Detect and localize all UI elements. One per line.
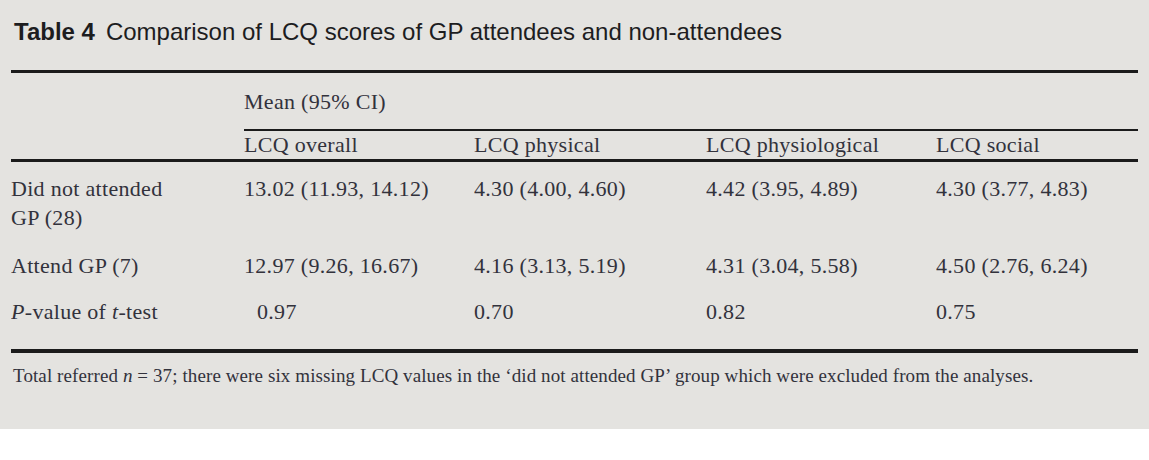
row-label: P-value of t-test [11, 280, 244, 351]
cell-value: 0.70 [474, 280, 706, 351]
row-label: Did not attended GP (28) [11, 161, 244, 252]
stub-cell [11, 72, 244, 131]
cell-value: 4.16 (3.13, 5.19) [474, 251, 706, 280]
footnote-text: Total referred [13, 365, 123, 386]
cell-value: 0.82 [706, 280, 936, 351]
column-header-row: LCQ overall LCQ physical LCQ physiologic… [11, 130, 1138, 161]
row-label: Attend GP (7) [11, 251, 244, 280]
cell-value: 13.02 (11.93, 14.12) [244, 161, 474, 252]
table-row-p-value: P-value of t-test 0.97 0.70 0.82 0.75 [11, 280, 1138, 351]
table-row-attend-gp: Attend GP (7) 12.97 (9.26, 16.67) 4.16 (… [11, 251, 1138, 280]
col-header-lcq-social: LCQ social [936, 130, 1138, 161]
row-label-line: GP (28) [11, 205, 83, 230]
page: Table 4 Comparison of LCQ scores of GP at… [0, 0, 1149, 460]
cell-value: 12.97 (9.26, 16.67) [244, 251, 474, 280]
footnote-italic-n: n [123, 365, 133, 386]
table-caption-text: Comparison of LCQ scores of GP attendees… [106, 18, 782, 45]
lcq-comparison-table: Mean (95% CI) LCQ overall LCQ physical L… [11, 70, 1138, 353]
row-label-text: -test [118, 299, 157, 324]
cell-value: 4.31 (3.04, 5.58) [706, 251, 936, 280]
row-label-text: -value of [25, 299, 112, 324]
cell-value: 4.30 (4.00, 4.60) [474, 161, 706, 252]
row-label-italic: P [11, 299, 25, 324]
table-figure-panel: Table 4 Comparison of LCQ scores of GP at… [0, 0, 1149, 429]
cell-value: 4.50 (2.76, 6.24) [936, 251, 1138, 280]
table-footnote: Total referred n = 37; there were six mi… [11, 353, 1138, 388]
table-caption: Table 4 Comparison of LCQ scores of GP at… [11, 0, 1138, 70]
cell-value: 4.42 (3.95, 4.89) [706, 161, 936, 252]
col-header-lcq-physical: LCQ physical [474, 130, 706, 161]
row-label-line: Did not attended [11, 176, 162, 201]
cell-value: 0.97 [244, 280, 474, 351]
group-header-mean-ci: Mean (95% CI) [244, 72, 1138, 131]
group-header-row: Mean (95% CI) [11, 72, 1138, 131]
col-header-lcq-overall: LCQ overall [244, 130, 474, 161]
cell-value: 4.30 (3.77, 4.83) [936, 161, 1138, 252]
col-header-lcq-physiological: LCQ physiological [706, 130, 936, 161]
table-number: Table 4 [14, 18, 95, 45]
stub-cell [11, 130, 244, 161]
table-row-did-not-attend: Did not attended GP (28) 13.02 (11.93, 1… [11, 161, 1138, 252]
footnote-text: = 37; there were six missing LCQ values … [133, 365, 1034, 386]
cell-value: 0.75 [936, 280, 1138, 351]
